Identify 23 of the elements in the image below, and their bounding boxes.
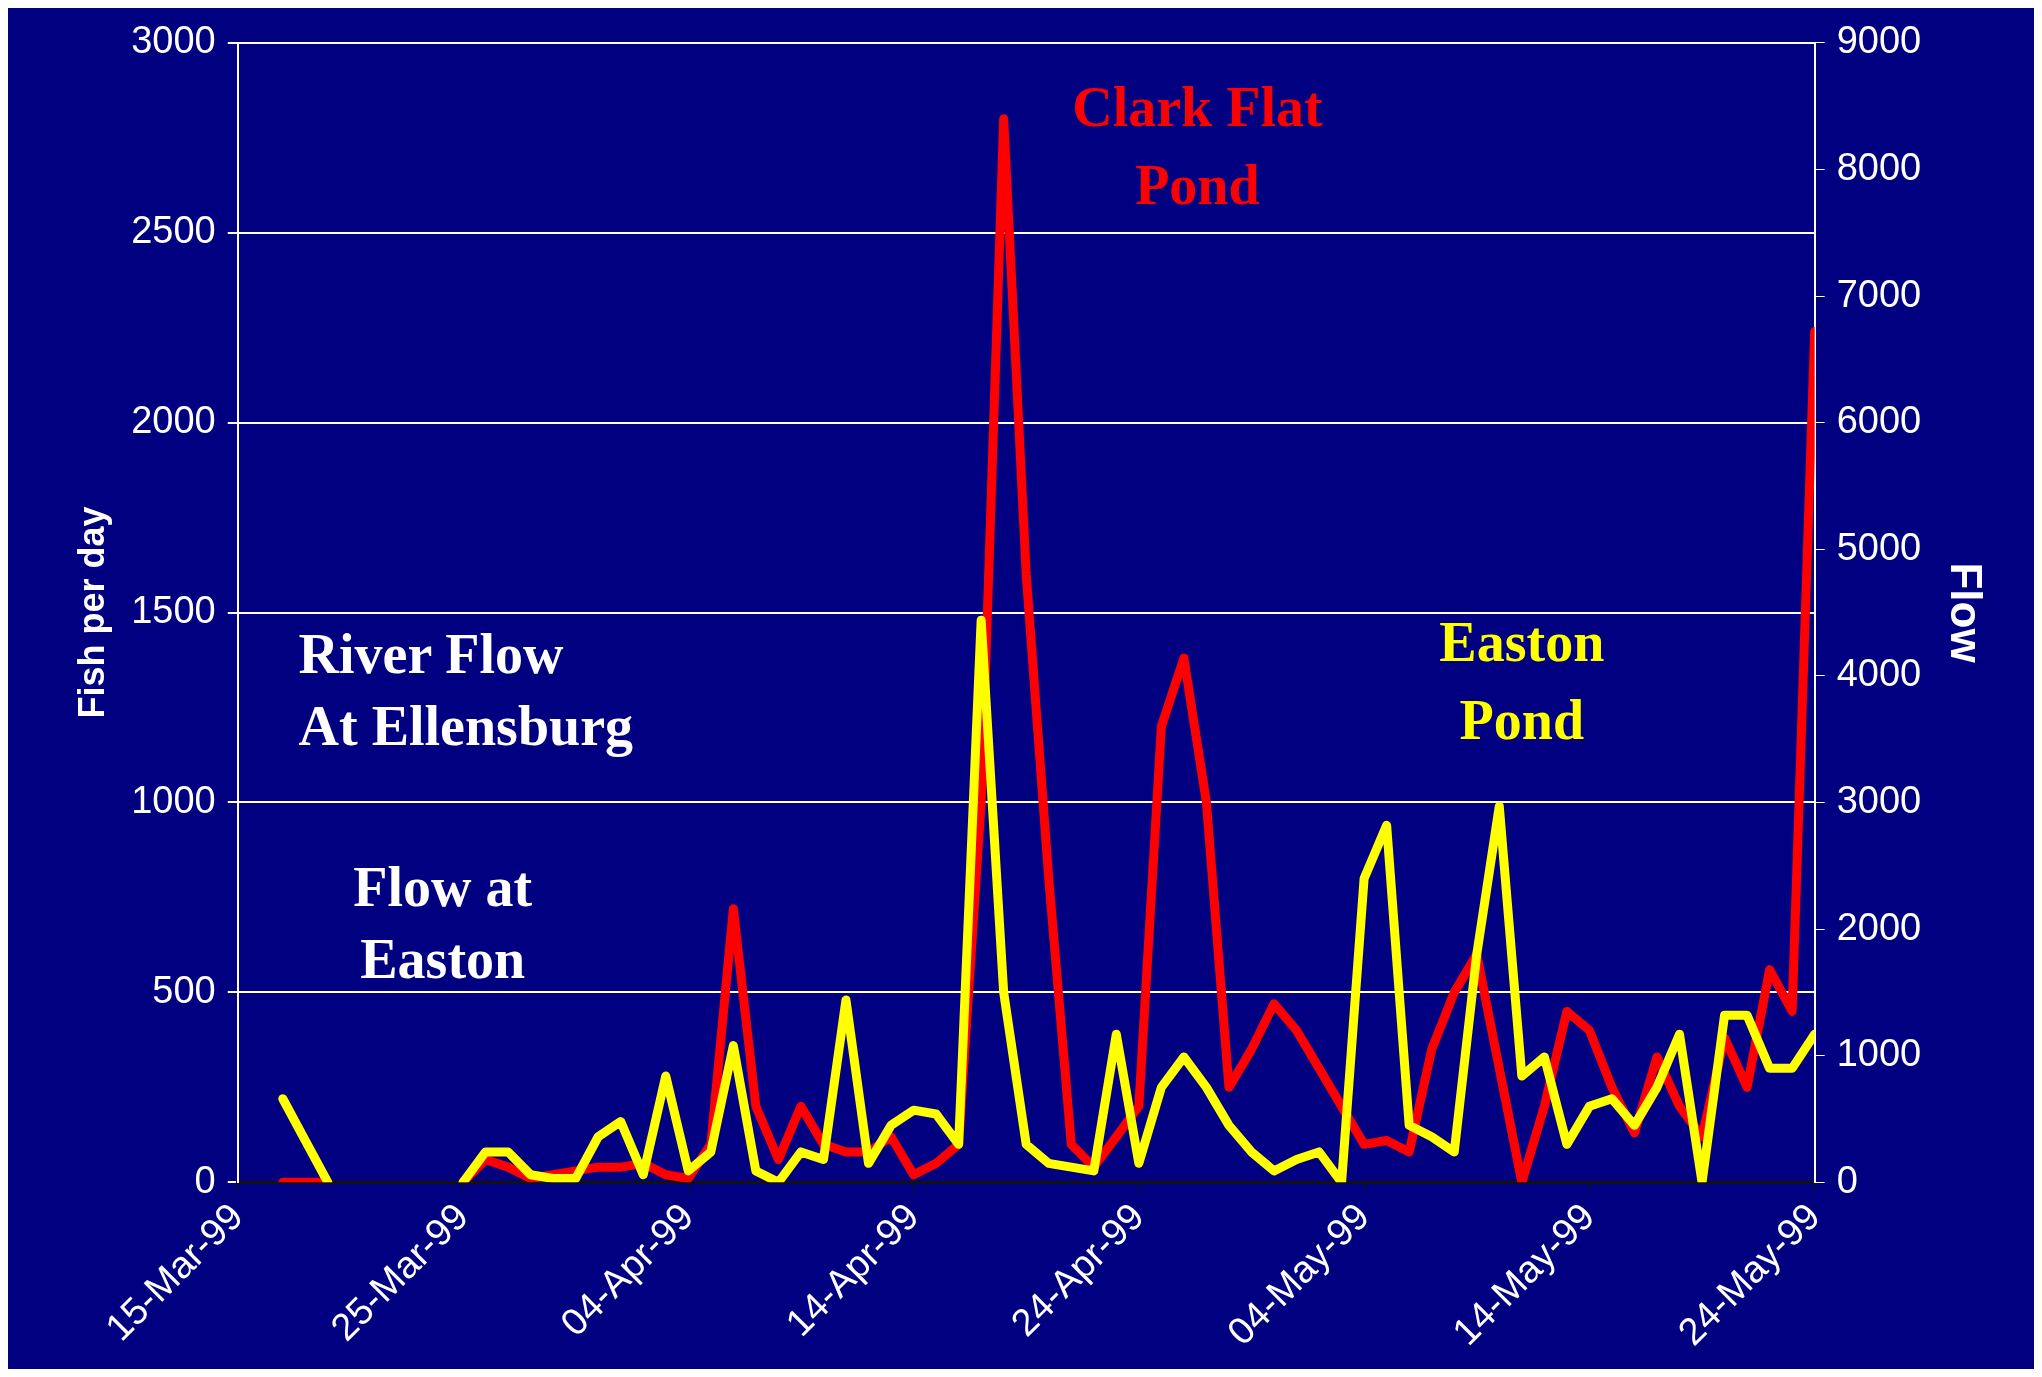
annotation: River Flow At Ellensburg bbox=[298, 622, 634, 757]
series-label: Clark Flat Pond bbox=[1072, 75, 1323, 216]
y2-axis-title: Flow bbox=[1942, 562, 1992, 664]
y2-tick-label: 3000 bbox=[1836, 778, 1922, 821]
series-label: Easton Pond bbox=[1439, 611, 1605, 752]
y2-tick-label: 8000 bbox=[1836, 145, 1922, 188]
y2-tick-label: 9000 bbox=[1836, 19, 1922, 62]
y2-tick-label: 1000 bbox=[1836, 1032, 1922, 1075]
y2-tick-label: 2000 bbox=[1836, 905, 1922, 948]
annotation: Flow at Easton bbox=[353, 856, 533, 991]
y-tick-label: 3000 bbox=[131, 19, 216, 62]
y-tick-label: 500 bbox=[152, 968, 216, 1011]
y2-tick-label: 6000 bbox=[1836, 399, 1922, 442]
y-tick-label: 1500 bbox=[131, 589, 216, 632]
y-tick-label: 1000 bbox=[131, 778, 216, 821]
y-tick-label: 2000 bbox=[131, 399, 216, 442]
y-tick-label: 2500 bbox=[131, 209, 216, 252]
y2-tick-label: 5000 bbox=[1836, 525, 1922, 568]
y2-tick-label: 4000 bbox=[1836, 652, 1922, 695]
y2-tick-label: 0 bbox=[1836, 1158, 1858, 1201]
y-axis-title: Fish per day bbox=[70, 506, 112, 719]
y-tick-label: 0 bbox=[194, 1158, 216, 1201]
y2-tick-label: 7000 bbox=[1836, 272, 1922, 315]
